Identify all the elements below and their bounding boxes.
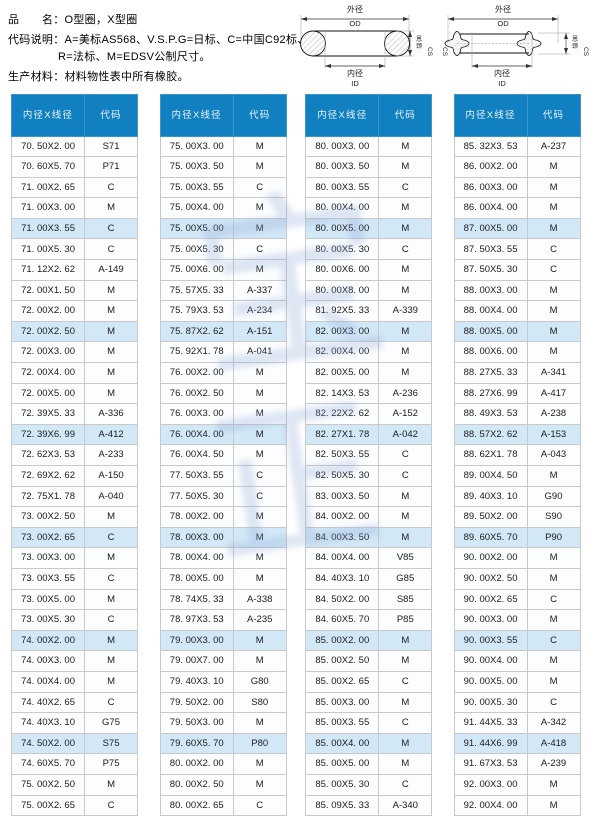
svg-text:内径: 内径 bbox=[494, 68, 510, 78]
svg-text:恩: 恩 bbox=[572, 36, 578, 43]
svg-text:CS: CS bbox=[426, 47, 433, 57]
svg-text:外径: 外径 bbox=[495, 4, 511, 14]
svg-text:ID: ID bbox=[351, 79, 359, 88]
svg-text:恩: 恩 bbox=[416, 36, 422, 43]
svg-text:外径: 外径 bbox=[347, 4, 363, 14]
svg-text:OD: OD bbox=[497, 19, 509, 28]
svg-text:OD: OD bbox=[349, 19, 361, 28]
svg-text:CS: CS bbox=[441, 47, 448, 57]
svg-text:颈: 颈 bbox=[416, 42, 422, 50]
svg-text:ID: ID bbox=[498, 79, 506, 88]
svg-text:CS: CS bbox=[582, 47, 589, 57]
svg-text:内径: 内径 bbox=[347, 68, 363, 78]
svg-text:颈: 颈 bbox=[572, 42, 578, 50]
